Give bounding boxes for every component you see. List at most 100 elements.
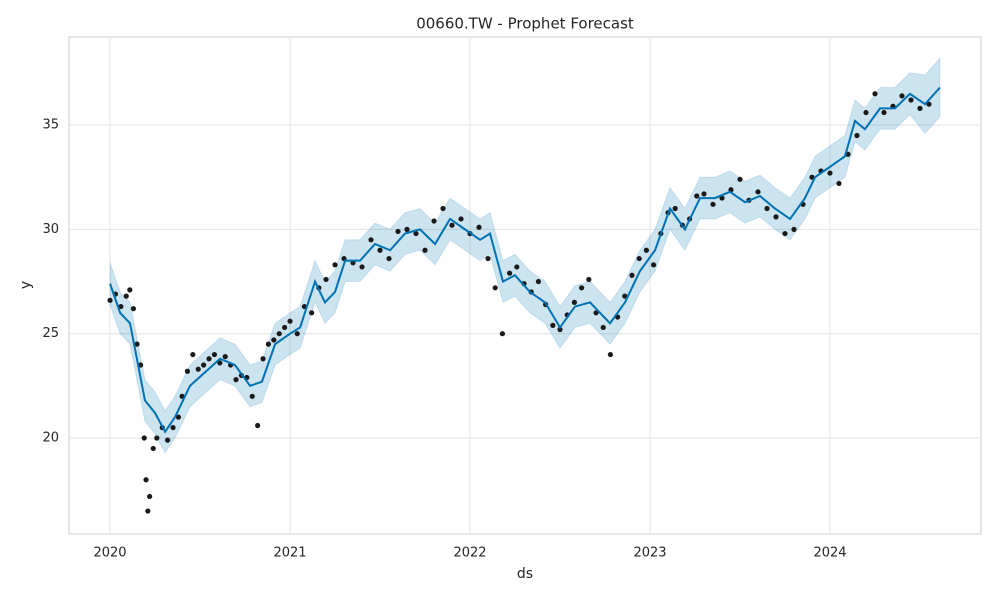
observed-point	[175, 414, 182, 420]
observed-point	[386, 255, 392, 262]
observed-point	[782, 230, 788, 237]
observed-point	[184, 368, 191, 374]
forecast-line	[109, 86, 941, 434]
observed-point	[593, 310, 599, 316]
observed-point	[332, 262, 338, 268]
observed-point	[222, 354, 228, 360]
observed-point	[217, 360, 223, 366]
observed-point	[908, 97, 914, 103]
observed-point	[710, 201, 716, 207]
observed-point	[145, 508, 151, 514]
observed-point	[881, 109, 887, 116]
observed-point	[141, 435, 147, 441]
observed-point	[809, 174, 815, 180]
x-tick-label: 2020	[93, 546, 126, 561]
observed-point	[147, 493, 153, 500]
observed-point	[773, 214, 779, 220]
observed-point	[836, 180, 842, 187]
observed-point	[294, 331, 300, 337]
observed-point	[323, 276, 329, 283]
y-tick-label: 30	[42, 222, 59, 237]
observed-point	[413, 230, 419, 237]
observed-point	[276, 331, 282, 337]
observed-point	[737, 176, 743, 182]
observed-point	[629, 272, 635, 278]
observed-point	[917, 105, 923, 111]
observed-point	[694, 193, 700, 199]
observed-point	[586, 276, 592, 283]
observed-point	[643, 247, 650, 253]
observed-point	[127, 287, 133, 293]
observed-point	[622, 293, 628, 299]
observed-point	[130, 306, 137, 312]
x-tick-label: 2022	[453, 546, 486, 561]
observed-point	[579, 285, 585, 291]
observed-point	[143, 477, 149, 483]
observed-point	[150, 445, 156, 452]
observed-point	[514, 264, 520, 270]
observed-point	[309, 310, 315, 316]
observed-point	[287, 318, 293, 324]
observed-point	[377, 247, 383, 253]
observed-point	[791, 226, 797, 232]
observed-point	[557, 326, 563, 333]
observed-point	[701, 191, 707, 197]
observed-point	[458, 216, 464, 222]
observed-point	[195, 366, 201, 372]
observed-point	[535, 278, 542, 285]
observed-point	[926, 101, 932, 107]
observed-point	[827, 170, 833, 176]
observed-point	[233, 377, 239, 383]
observed-point	[170, 424, 176, 431]
chart-title: 00660.TW - Prophet Forecast	[416, 15, 634, 33]
observed-point	[607, 351, 614, 358]
observed-point	[368, 237, 374, 243]
x-tick-label: 2023	[633, 546, 666, 561]
observed-point	[449, 222, 455, 228]
observed-point	[123, 293, 129, 299]
observed-point	[107, 297, 113, 303]
observed-point	[636, 255, 642, 262]
observed-point	[282, 324, 288, 331]
y-tick-label: 20	[42, 431, 59, 446]
x-tick-label: 2021	[273, 546, 306, 561]
observed-point	[165, 437, 171, 443]
observed-point	[359, 264, 365, 270]
observed-point	[190, 351, 196, 358]
observed-point	[863, 109, 869, 116]
y-axis-label: y	[18, 281, 34, 289]
uncertainty-band	[109, 56, 941, 454]
observed-point	[404, 226, 410, 232]
observed-point	[755, 189, 761, 195]
observed-point	[507, 270, 513, 276]
observed-point	[854, 132, 860, 139]
observed-point	[899, 93, 905, 99]
x-axis-label: ds	[517, 566, 533, 582]
observed-point	[211, 351, 218, 358]
observed-point	[872, 91, 878, 97]
observed-point	[719, 195, 725, 201]
x-tick-label: 2024	[813, 546, 846, 561]
observed-point	[271, 337, 277, 343]
observed-point	[499, 331, 506, 337]
observed-point	[485, 255, 491, 262]
y-tick-label: 35	[42, 118, 59, 133]
observed-point	[422, 247, 428, 253]
observed-point	[395, 228, 401, 235]
observed-point	[492, 285, 498, 291]
observed-point	[265, 341, 272, 347]
observed-point	[476, 224, 482, 230]
observed-point	[206, 356, 212, 362]
observed-point	[134, 341, 140, 347]
observed-point	[154, 435, 160, 441]
observed-point	[440, 205, 446, 212]
observed-point	[651, 262, 657, 268]
observed-point	[201, 362, 207, 368]
observed-point	[260, 356, 266, 362]
y-tick-label: 25	[42, 326, 59, 341]
observed-point	[431, 218, 437, 224]
observed-point	[672, 205, 678, 212]
observed-point	[571, 299, 578, 306]
